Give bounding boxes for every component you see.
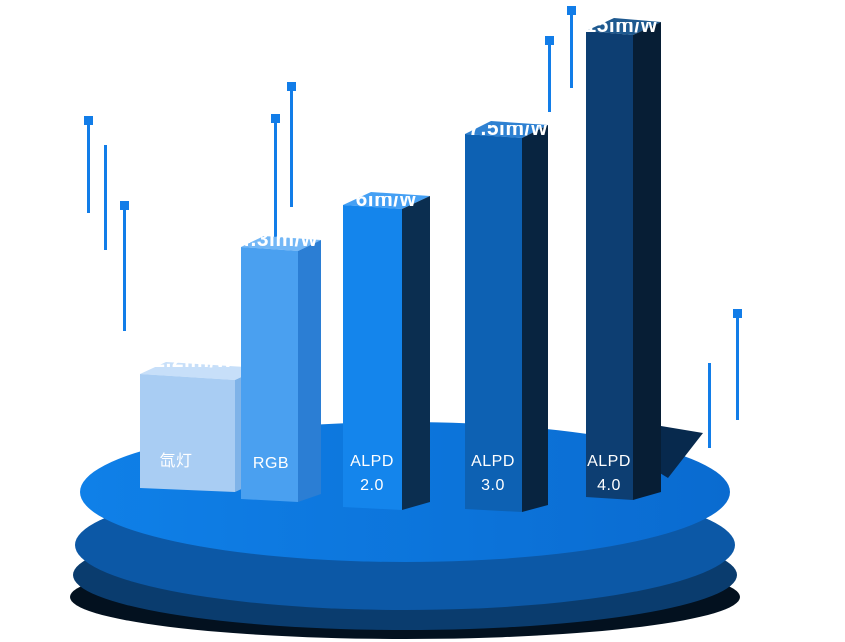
pin-cap	[545, 36, 554, 45]
bar-top-face	[343, 192, 430, 209]
bar-alpd-3	[465, 121, 548, 512]
bar-front-face	[465, 134, 522, 512]
pin-cap	[271, 114, 280, 123]
bar5-cast-shadow	[655, 426, 703, 478]
bar-side-face	[298, 240, 321, 502]
pedestal	[70, 422, 740, 639]
pin-line	[548, 45, 551, 112]
pin-line	[104, 145, 107, 250]
bar-side-face	[633, 22, 661, 500]
pin-cap	[84, 116, 93, 125]
pin-cap	[120, 201, 129, 210]
pin-line	[123, 210, 126, 331]
pin-line	[290, 91, 293, 207]
bar-top-face	[140, 362, 261, 380]
pin-line	[274, 123, 277, 237]
bar-side-face	[402, 196, 430, 510]
pin-line	[708, 363, 711, 448]
bar-top-face	[586, 18, 661, 35]
bar-alpd-2	[343, 192, 430, 510]
bar-rgb	[241, 236, 321, 502]
bar-front-face	[241, 247, 298, 502]
pin-line	[736, 318, 739, 420]
marker-pins	[84, 6, 742, 448]
pin-cap	[287, 82, 296, 91]
bar-top-face	[241, 236, 321, 251]
pin-cap	[567, 6, 576, 15]
bar-front-face	[586, 31, 633, 500]
bar-front-face	[343, 205, 402, 510]
pin-line	[570, 15, 573, 88]
pin-cap	[733, 309, 742, 318]
bar-alpd-4	[586, 18, 661, 500]
bar-front-face	[140, 374, 235, 492]
bar-side-face	[522, 125, 548, 512]
pin-line	[87, 125, 90, 213]
bar-top-face	[465, 121, 548, 138]
